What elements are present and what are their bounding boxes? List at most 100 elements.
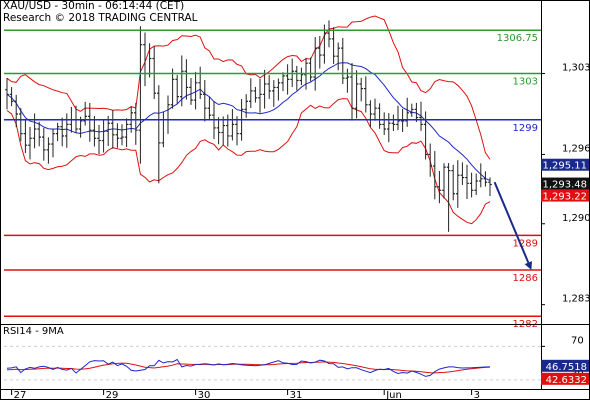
candle <box>51 128 55 158</box>
candle <box>350 63 354 121</box>
candle <box>318 35 322 69</box>
candle <box>322 24 327 64</box>
candle <box>134 102 138 145</box>
candle <box>106 115 110 147</box>
candle <box>377 103 382 129</box>
value-tag: 42.6332 <box>541 372 589 386</box>
candle <box>65 113 69 148</box>
candle <box>138 26 143 164</box>
candle <box>479 163 483 188</box>
candle <box>124 118 129 147</box>
value-tag-label: 1,293.48 <box>542 180 587 191</box>
candle <box>189 77 193 105</box>
candle <box>276 78 281 101</box>
candle <box>483 171 488 187</box>
rsi-ma-line <box>6 361 491 374</box>
candle <box>111 110 115 149</box>
candle <box>364 76 368 113</box>
price-tags: 1,295.11 1,293.481,293.22 46.7518 42.6332 <box>541 158 589 386</box>
candle <box>216 117 221 145</box>
x-tick-label: 31 <box>290 390 303 400</box>
candle <box>460 162 465 185</box>
lower-band <box>6 98 491 225</box>
candle <box>203 80 207 122</box>
ma-line <box>6 62 491 181</box>
candle <box>469 172 474 198</box>
rsi-panel <box>4 345 541 381</box>
candle <box>97 125 101 155</box>
candle <box>207 96 212 120</box>
candle <box>414 102 419 123</box>
candle <box>488 177 492 197</box>
value-tag-bg <box>541 372 589 385</box>
candle <box>442 163 446 199</box>
x-tick-label: Jun <box>385 390 402 400</box>
candle <box>267 75 271 99</box>
candle <box>405 97 409 127</box>
candle <box>299 67 304 86</box>
x-tick-label: 3 <box>474 390 480 400</box>
candle <box>313 37 317 91</box>
candle <box>152 45 156 99</box>
candle <box>221 116 225 145</box>
forecast-arrow <box>493 181 532 270</box>
candle <box>83 101 87 126</box>
upper-band <box>6 15 491 160</box>
candle <box>115 123 120 148</box>
candle <box>170 68 175 109</box>
x-tick-label: 27 <box>14 390 27 400</box>
y-tick-label: 1,303 <box>562 63 590 74</box>
value-tag-label: 1,295.11 <box>542 161 587 172</box>
candle <box>37 121 41 147</box>
candle <box>281 72 285 92</box>
level-label: 1286 <box>513 273 538 284</box>
y-tick-label: 1,283 <box>562 294 590 305</box>
candle <box>359 77 363 102</box>
rsi-tick-label: 70 <box>571 335 584 346</box>
candle <box>285 64 290 95</box>
candle <box>9 87 14 107</box>
copyright-note: Research © 2018 TRADING CENTRAL <box>3 12 198 24</box>
x-tick-label: 29 <box>106 390 119 400</box>
value-tag: 1,293.22 <box>541 189 589 203</box>
candle <box>235 116 239 146</box>
candle <box>184 59 189 100</box>
candle <box>244 94 248 118</box>
candle <box>14 94 18 128</box>
candle <box>60 117 64 147</box>
rsi-label: RSI14 - 9MA <box>3 326 64 337</box>
candle <box>331 27 336 64</box>
candle <box>230 109 235 141</box>
candle <box>101 120 106 153</box>
candle <box>55 122 60 142</box>
candle <box>28 126 32 160</box>
candle <box>382 112 386 135</box>
candle <box>373 98 377 121</box>
candle <box>341 38 345 84</box>
candle <box>32 113 37 149</box>
candle <box>465 164 469 200</box>
bollinger-bands <box>6 15 491 225</box>
candle <box>428 143 432 177</box>
candle <box>175 74 179 105</box>
candle <box>88 102 92 142</box>
value-tag-label: 1,293.22 <box>542 192 587 203</box>
candle <box>368 100 373 128</box>
candle <box>253 86 258 103</box>
arrow-head <box>524 261 532 270</box>
candle <box>198 66 202 100</box>
candle <box>46 137 51 164</box>
level-label: 1306.75 <box>497 33 538 44</box>
candle <box>396 105 400 131</box>
candle <box>295 65 299 91</box>
chart-title: XAU/USD - 30min - 06:14:44 (CET) <box>3 0 185 12</box>
value-tag-label: 42.6332 <box>546 375 587 386</box>
level-label: 1299 <box>513 123 538 134</box>
value-tag: 1,293.48 <box>541 177 589 191</box>
candle <box>451 164 455 201</box>
candle <box>327 20 331 48</box>
candle <box>92 115 97 147</box>
candle <box>166 95 170 134</box>
